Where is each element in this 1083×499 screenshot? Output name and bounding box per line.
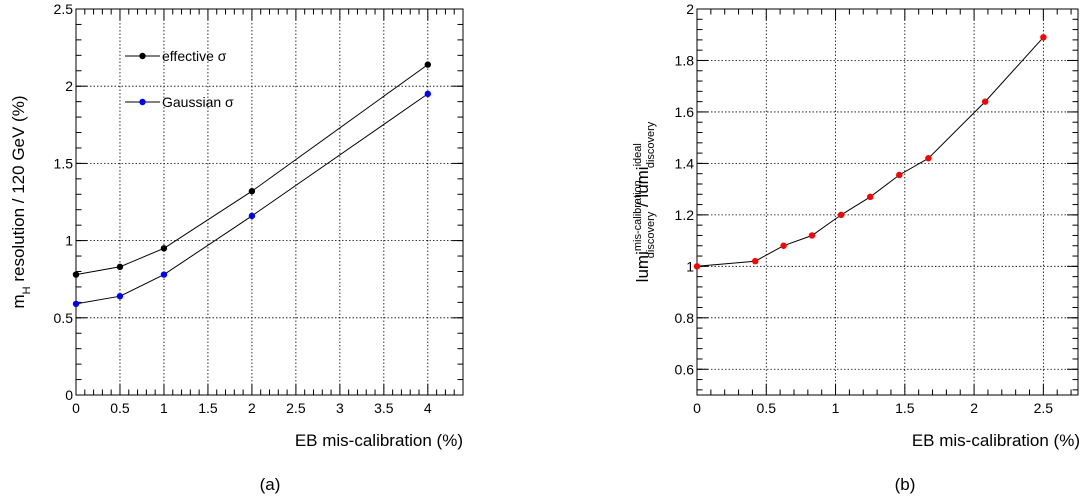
x-axis-label: EB mis-calibration (%) <box>295 431 463 450</box>
plot-frame <box>75 8 464 396</box>
data-point <box>808 232 816 239</box>
y-tick-label: 2.5 <box>54 1 74 17</box>
data-point <box>72 300 80 308</box>
data-point <box>248 187 256 195</box>
data-point <box>981 98 989 105</box>
data-point <box>424 90 432 98</box>
plot-frame <box>696 8 1079 396</box>
data-point <box>424 61 432 68</box>
data-point <box>780 242 787 249</box>
y-tick-label: 1.5 <box>54 155 74 171</box>
x-tick-label: 1.5 <box>198 400 218 416</box>
y-label-rest: resolution / 120 GeV (%) <box>9 96 28 287</box>
legend-entry: Gaussian σ <box>162 94 234 110</box>
y-label-subscript-2: discovery <box>645 121 657 168</box>
x-tick-label: 2.5 <box>286 400 306 416</box>
y-tick-label: 1 <box>686 258 694 274</box>
x-tick-label: 1 <box>832 400 840 416</box>
x-tick-label: 2.5 <box>1034 400 1054 416</box>
x-tick-label: 0 <box>72 400 80 416</box>
x-tick-label: 2 <box>970 400 978 416</box>
y-label-rest: / lumi <box>633 166 652 211</box>
y-label-superscript-2: ideal <box>632 143 644 166</box>
data-point <box>751 257 759 265</box>
y-tick-label: 0.8 <box>675 310 695 326</box>
data-point <box>160 271 168 278</box>
data-point <box>248 212 256 220</box>
chart-panel-1: 0 0.5 1 1.5 2 2.5 0.6 0.8 1 1.2 1.4 1.6 1.8 2 EB mis-c… <box>632 1 1080 494</box>
y-axis-label: mH resolution / 120 GeV (%) <box>9 96 33 309</box>
y-label-main: lumi <box>633 251 652 282</box>
data-point <box>160 245 168 252</box>
y-tick-label: 1.6 <box>675 104 695 120</box>
chart-panel-0: 0 0.5 1 1.5 2 2.5 3 3.5 4 0 0.5 1 1.5 2 2.5 effective σ… <box>9 1 464 494</box>
y-tick-label: 0.5 <box>54 310 74 326</box>
series-line-0 <box>696 36 1044 267</box>
data-point <box>116 263 124 271</box>
data-point <box>1040 34 1047 41</box>
x-tick-label: 1 <box>160 400 168 416</box>
y-label-superscript: mis-calibration <box>632 180 644 251</box>
data-point <box>837 211 845 219</box>
x-tick-label: 0.5 <box>110 400 130 416</box>
y-label-subscript: H <box>21 286 33 294</box>
x-tick-label: 4 <box>424 400 432 416</box>
series-line-0 <box>75 64 429 276</box>
data-point <box>116 292 124 300</box>
y-tick-label: 1 <box>65 233 73 249</box>
legend-marker <box>139 52 146 60</box>
x-tick-label: 0.5 <box>757 400 777 416</box>
x-tick-label: 1.5 <box>895 400 915 416</box>
y-tick-label: 2 <box>686 1 694 17</box>
y-label-main: m <box>9 294 28 308</box>
y-tick-label: 0.6 <box>675 361 695 377</box>
x-tick-label: 3 <box>336 400 344 416</box>
data-point <box>896 171 903 179</box>
x-tick-label: 0 <box>693 400 701 416</box>
y-tick-label: 1.4 <box>675 155 695 171</box>
data-point <box>866 193 874 201</box>
y-tick-label: 0 <box>65 387 73 403</box>
legend-marker <box>139 98 146 106</box>
y-axis-label: lumimis-calibrationdiscovery / lumiideal… <box>632 121 657 282</box>
panel-label: (b) <box>895 475 916 494</box>
y-label-subscript: discovery <box>645 211 657 258</box>
x-tick-label: 2 <box>248 400 256 416</box>
legend-entry: effective σ <box>162 48 227 64</box>
data-point <box>72 271 80 278</box>
x-axis-label: EB mis-calibration (%) <box>912 431 1080 450</box>
y-tick-label: 1.8 <box>675 52 695 68</box>
data-point <box>693 263 701 270</box>
y-tick-label: 1.2 <box>675 207 695 223</box>
x-tick-label: 3.5 <box>374 400 394 416</box>
y-tick-label: 2 <box>65 78 73 94</box>
panel-label: (a) <box>260 475 281 494</box>
data-point <box>925 155 932 162</box>
